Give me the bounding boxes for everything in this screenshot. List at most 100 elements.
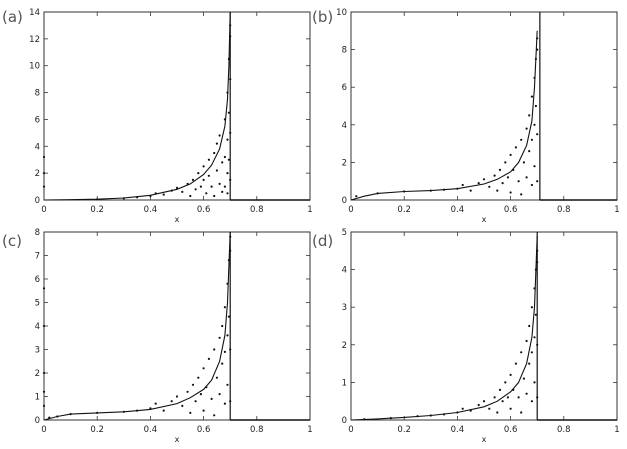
scatter-point xyxy=(226,383,229,386)
y-tick-label: 1 xyxy=(342,378,347,388)
scatter-point xyxy=(520,193,523,196)
scatter-point xyxy=(42,324,46,328)
x-tick-label: 0.6 xyxy=(504,205,518,215)
scatter-point xyxy=(496,189,499,192)
scatter-point xyxy=(207,158,210,161)
x-axis-label: x xyxy=(482,435,487,444)
scatter-point xyxy=(488,407,491,410)
scatter-point xyxy=(223,306,226,309)
scatter-point xyxy=(429,189,432,192)
scatter-point xyxy=(536,48,539,51)
x-tick-label: 0.4 xyxy=(451,205,465,215)
scatter-point xyxy=(514,362,518,365)
scatter-point xyxy=(194,400,197,403)
plot-frame xyxy=(43,231,311,421)
scatter-point xyxy=(136,196,139,199)
y-tick-label: 10 xyxy=(336,8,347,18)
scatter-point xyxy=(533,123,536,126)
scatter-point xyxy=(96,198,99,201)
scatter-point xyxy=(170,189,173,192)
scatter-point xyxy=(517,396,520,399)
scatter-point xyxy=(509,407,512,410)
scatter-point xyxy=(229,348,232,351)
scatter-point xyxy=(199,185,202,188)
scatter-point xyxy=(504,381,507,384)
scatter-point xyxy=(443,413,446,416)
scatter-point xyxy=(229,35,232,38)
scatter-point xyxy=(226,138,229,141)
scatter-point xyxy=(226,334,229,337)
x-tick-label: 1 xyxy=(614,425,619,435)
y-tick-label: 0 xyxy=(342,416,347,426)
scatter-point xyxy=(69,413,72,416)
scatter-point xyxy=(218,393,221,396)
scatter-point xyxy=(42,287,46,290)
y-tick-label: 5 xyxy=(342,228,347,238)
x-tick-label: 0.8 xyxy=(250,205,264,215)
scatter-point xyxy=(226,172,229,175)
scatter-point xyxy=(525,392,528,395)
scatter-point xyxy=(506,176,509,179)
y-tick-label: 6 xyxy=(35,275,40,285)
scatter-point xyxy=(186,182,189,185)
y-tick-label: 8 xyxy=(35,89,40,99)
scatter-point xyxy=(533,336,536,339)
scatter-point xyxy=(227,158,230,161)
y-tick-label: 4 xyxy=(342,266,347,276)
scatter-point xyxy=(42,172,46,175)
scatter-point xyxy=(528,150,531,153)
y-tick-label: 2 xyxy=(35,369,40,379)
scatter-point xyxy=(530,138,534,141)
scatter-point xyxy=(202,367,205,370)
x-tick-label: 1 xyxy=(307,425,312,435)
scatter-point xyxy=(520,351,523,354)
scatter-point xyxy=(522,161,526,164)
scatter-point xyxy=(376,192,379,195)
scatter-point xyxy=(226,192,229,195)
scatter-point xyxy=(221,161,224,164)
scatter-point xyxy=(389,417,392,420)
scatter-point xyxy=(162,193,165,196)
scatter-point xyxy=(197,172,200,175)
scatter-point xyxy=(199,393,202,396)
y-tick-label: 0 xyxy=(342,196,347,206)
scatter-point xyxy=(512,388,515,391)
x-tick-label: 0.8 xyxy=(250,425,264,435)
x-tick-label: 0.6 xyxy=(197,205,211,215)
scatter-point xyxy=(488,185,491,188)
scatter-point xyxy=(186,390,189,393)
scatter-point xyxy=(48,416,51,419)
plot-frame xyxy=(43,11,311,201)
x-axis-label: x xyxy=(482,215,487,224)
panel-label: (a) xyxy=(2,8,23,26)
scatter-point xyxy=(512,168,515,171)
scatter-point xyxy=(229,235,232,238)
scatter-point xyxy=(498,168,502,171)
scatter-point xyxy=(533,165,536,168)
scatter-point xyxy=(496,411,499,414)
x-tick-label: 0.6 xyxy=(504,425,518,435)
scatter-point xyxy=(205,386,208,389)
scatter-point xyxy=(456,187,459,190)
scatter-point xyxy=(363,418,366,421)
scatter-point xyxy=(517,180,520,183)
x-tick-label: 0.8 xyxy=(557,205,571,215)
scatter-point xyxy=(213,194,216,198)
y-tick-label: 12 xyxy=(29,35,40,45)
y-tick-label: 3 xyxy=(35,346,40,356)
x-tick-label: 0.6 xyxy=(197,425,211,435)
plot-frame xyxy=(350,11,618,201)
x-tick-label: 1 xyxy=(307,205,312,215)
scatter-point xyxy=(536,133,539,136)
scatter-point xyxy=(534,268,538,271)
scatter-point xyxy=(429,414,432,417)
scatter-point xyxy=(189,411,192,414)
scatter-point xyxy=(223,155,226,159)
scatter-point xyxy=(215,376,218,379)
y-tick-label: 14 xyxy=(29,8,40,18)
scatter-point xyxy=(229,131,232,134)
y-tick-label: 5 xyxy=(35,299,40,309)
y-tick-label: 1 xyxy=(35,393,40,403)
y-tick-label: 4 xyxy=(35,322,40,332)
